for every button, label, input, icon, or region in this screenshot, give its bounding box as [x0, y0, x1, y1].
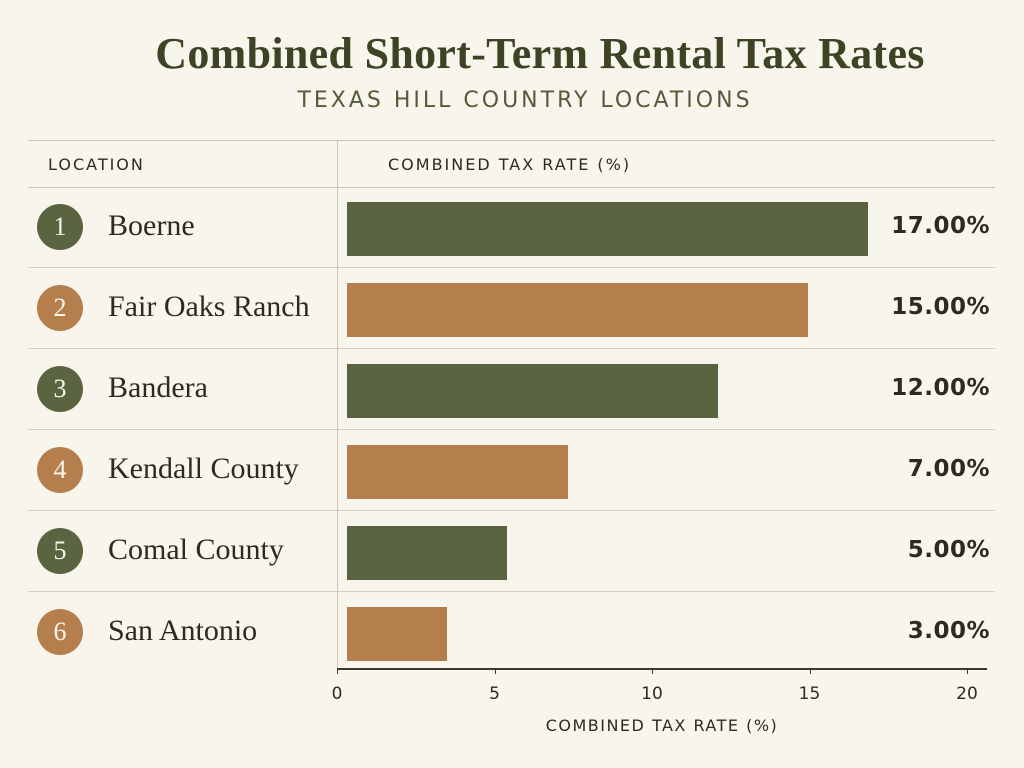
x-tick-label: 20 — [956, 684, 978, 704]
bar — [347, 526, 508, 580]
x-tick-label: 5 — [489, 684, 500, 704]
table-row: 4 Kendall County 7.00% — [28, 430, 995, 511]
bar — [347, 364, 718, 418]
rank-badge: 2 — [37, 285, 83, 331]
table-row: 2 Fair Oaks Ranch 15.00% — [28, 268, 995, 349]
x-tick — [967, 668, 968, 674]
x-tick-label: 0 — [331, 684, 343, 704]
rate-column-header: COMBINED TAX RATE (%) — [388, 155, 632, 174]
location-label: Comal County — [108, 533, 284, 566]
location-label: Kendall County — [108, 452, 299, 485]
table-row: 5 Comal County 5.00% — [28, 511, 995, 592]
value-label: 7.00% — [907, 456, 990, 482]
table-header: LOCATION COMBINED TAX RATE (%) — [28, 140, 995, 188]
x-axis-line — [337, 668, 987, 670]
x-tick — [652, 668, 653, 674]
value-label: 17.00% — [891, 213, 990, 239]
location-column-header: LOCATION — [48, 155, 145, 174]
bar — [347, 607, 448, 661]
rank-badge: 1 — [37, 204, 83, 250]
x-tick — [809, 668, 811, 674]
value-label: 5.00% — [907, 537, 990, 563]
location-label: Bandera — [108, 371, 208, 404]
location-label: Fair Oaks Ranch — [108, 290, 310, 323]
bar — [347, 445, 568, 499]
x-tick — [337, 668, 338, 674]
bar — [347, 202, 869, 256]
x-tick-label: 10 — [641, 684, 663, 704]
chart-subtitle: TEXAS HILL COUNTRY LOCATIONS — [297, 88, 753, 113]
x-tick-label: 15 — [798, 684, 821, 704]
location-label: Boerne — [108, 209, 195, 242]
value-label: 12.00% — [891, 375, 990, 401]
table-row: 6 San Antonio 3.00% — [28, 592, 995, 672]
chart-title: Combined Short-Term Rental Tax Rates — [155, 29, 925, 78]
bar — [347, 283, 809, 337]
rank-badge: 5 — [37, 528, 83, 574]
rank-badge: 3 — [37, 366, 83, 412]
rank-badge: 6 — [37, 609, 83, 655]
rank-badge: 4 — [37, 447, 83, 493]
value-label: 15.00% — [891, 294, 990, 320]
x-tick — [494, 668, 496, 674]
value-label: 3.00% — [907, 618, 990, 644]
table-row: 3 Bandera 12.00% — [28, 349, 995, 430]
location-label: San Antonio — [108, 614, 258, 647]
x-axis-title: COMBINED TAX RATE (%) — [545, 716, 779, 735]
column-divider — [337, 140, 338, 670]
table-row: 1 Boerne 17.00% — [28, 187, 995, 268]
